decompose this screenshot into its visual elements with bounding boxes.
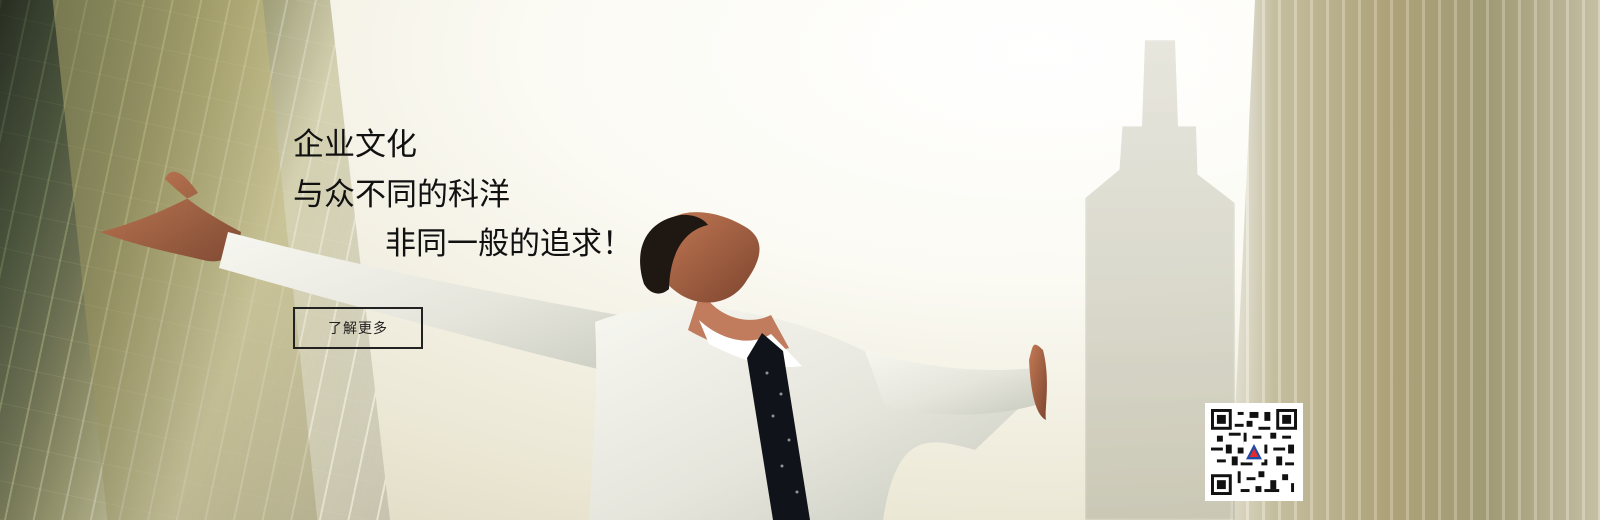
logo-mark: [1243, 441, 1265, 463]
slogan-line-2: 非同一般的追求！: [385, 226, 633, 261]
right-hand: [1029, 344, 1047, 420]
left-hand: [100, 171, 241, 262]
hair: [640, 214, 708, 294]
page-title: 企业文化: [293, 127, 417, 162]
tie: [747, 333, 810, 520]
tie-dots: [765, 371, 799, 494]
qr-code-icon: [1205, 403, 1303, 501]
right-arm-shirt: [865, 351, 1043, 415]
torso-shirt: [589, 306, 1040, 520]
learn-more-button[interactable]: 了解更多: [293, 307, 423, 349]
slogan-line-1: 与众不同的科洋: [293, 177, 510, 212]
banner-copy: 企业文化 与众不同的科洋 非同一般的追求！: [293, 124, 633, 264]
left-arm-shirt: [219, 232, 663, 384]
businessman-photo: [95, 170, 1055, 520]
